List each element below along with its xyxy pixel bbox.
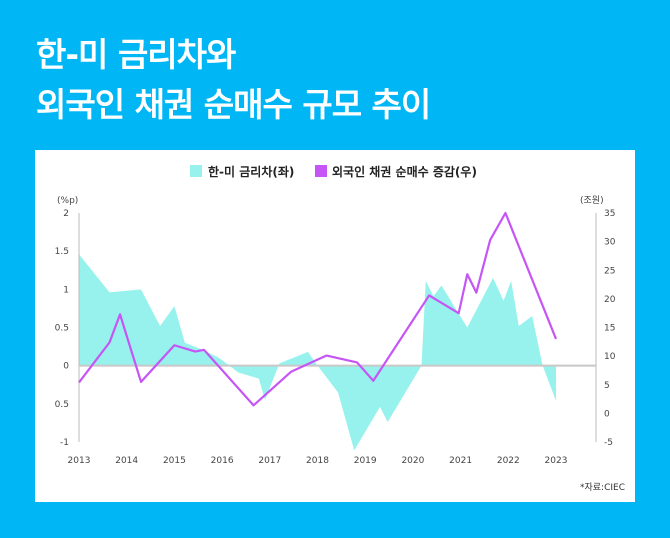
- x-axis-tick-label: 2021: [449, 456, 472, 466]
- left-axis-tick-label: 0: [63, 362, 69, 372]
- right-axis-tick-label: 35: [604, 209, 615, 219]
- x-axis-tick-label: 2019: [354, 456, 377, 466]
- x-axis-tick-label: 2014: [115, 456, 138, 466]
- chart-title-line1: 한-미 금리차와: [36, 35, 236, 74]
- right-axis-tick-label: 0: [604, 409, 610, 419]
- right-axis-tick-label: 5: [604, 381, 610, 391]
- legend-label-line: 외국인 채권 순매수 증감(우): [332, 164, 477, 179]
- left-axis-tick-label: 1.5: [55, 247, 69, 257]
- x-axis-tick-label: 2013: [68, 456, 91, 466]
- left-axis-tick-label: -1: [60, 438, 69, 448]
- x-axis-tick-label: 2016: [211, 456, 234, 466]
- legend-swatch-line: [315, 165, 327, 177]
- right-axis-tick-label: 30: [604, 238, 616, 248]
- right-axis-tick-label: 20: [604, 295, 616, 305]
- right-axis-tick-label: 15: [604, 324, 615, 334]
- x-axis-tick-label: 2022: [497, 456, 520, 466]
- x-axis-tick-label: 2017: [258, 456, 281, 466]
- chart-svg: 한-미 금리차(좌) 외국인 채권 순매수 증감(우) (%p) (조원) 2 1…: [55, 164, 625, 493]
- x-axis-tick-label: 2020: [401, 456, 424, 466]
- area-series-rate-gap: [79, 254, 556, 451]
- x-axis-tick-label: 2018: [306, 456, 329, 466]
- right-axis-tick-label: -5: [604, 438, 613, 448]
- left-axis-tick-label: 0.5: [55, 324, 69, 334]
- chart-card: 한-미 금리차(좌) 외국인 채권 순매수 증감(우) (%p) (조원) 2 1…: [35, 150, 635, 502]
- left-axis-tick-label: 0.5: [55, 400, 69, 410]
- legend-swatch-area: [190, 165, 202, 177]
- x-axis-tick-label: 2015: [163, 456, 186, 466]
- right-axis-tick-label: 25: [604, 266, 615, 276]
- left-axis-unit: (%p): [57, 196, 78, 206]
- chart-title-line2: 외국인 채권 순매수 규모 추이: [36, 85, 431, 124]
- left-axis-tick-label: 2: [63, 209, 69, 219]
- x-axis-tick-label: 2023: [545, 456, 568, 466]
- right-axis-unit: (조원): [580, 195, 604, 206]
- legend-label-area: 한-미 금리차(좌): [208, 164, 294, 179]
- line-series-bond-purchase: [78, 211, 558, 407]
- left-axis-tick-label: 1: [63, 285, 69, 295]
- right-axis-tick-label: 10: [604, 352, 616, 362]
- source-note: *자료:CIEC: [580, 482, 625, 493]
